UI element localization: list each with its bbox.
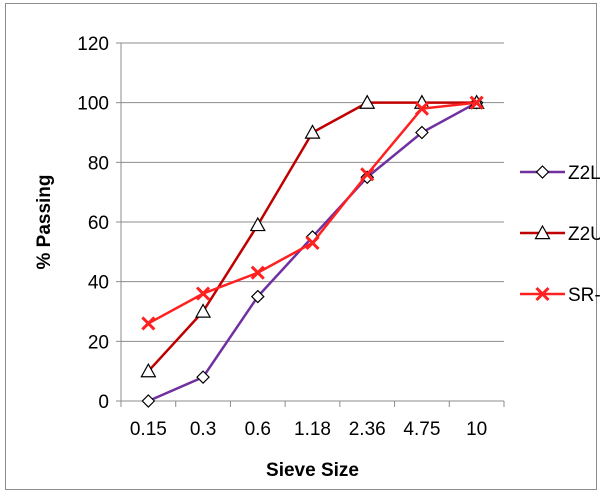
y-tick-label: 100 [77, 94, 109, 115]
axes [116, 43, 504, 407]
x-tick-label: 0.6 [245, 419, 271, 440]
x-tick-label: 2.36 [349, 419, 386, 440]
legend-item: SR-3 [520, 285, 600, 306]
x-tick-label: 4.75 [403, 419, 440, 440]
legend-label: Z2U [568, 224, 600, 245]
y-tick-label: 40 [88, 273, 109, 294]
x-tick-label: 0.3 [190, 419, 216, 440]
gridlines [121, 43, 504, 341]
data-point [251, 218, 265, 231]
x-axis-title: Sieve Size [266, 460, 359, 481]
data-point [306, 126, 320, 139]
y-axis-title: % Passing [34, 174, 55, 269]
legend-label: Z2L [568, 163, 600, 184]
y-tick-label: 80 [88, 153, 109, 174]
tick-labels: 0 20 40 60 80 100 120 0.15 0.3 0.6 1.18 2.36 4.75 10 [77, 34, 487, 440]
x-tick-label: 10 [466, 419, 487, 440]
y-tick-label: 0 [98, 392, 109, 413]
legend: Z2L Z2U SR-3 [520, 163, 600, 306]
series-z2l [142, 97, 482, 407]
x-tick-label: 1.18 [294, 419, 331, 440]
y-tick-label: 120 [77, 34, 109, 55]
data-point [197, 288, 209, 300]
data-point [142, 317, 154, 329]
legend-item: Z2U [520, 224, 600, 245]
legend-label: SR-3 [568, 285, 600, 306]
y-tick-label: 20 [88, 332, 109, 353]
plot-series [141, 96, 483, 407]
data-point [252, 267, 264, 279]
legend-marker [537, 166, 549, 178]
y-tick-label: 60 [88, 213, 109, 234]
data-point [196, 305, 210, 318]
legend-item: Z2L [520, 163, 600, 184]
data-point [142, 395, 154, 407]
x-tick-label: 0.15 [130, 419, 167, 440]
series-line [148, 103, 476, 401]
